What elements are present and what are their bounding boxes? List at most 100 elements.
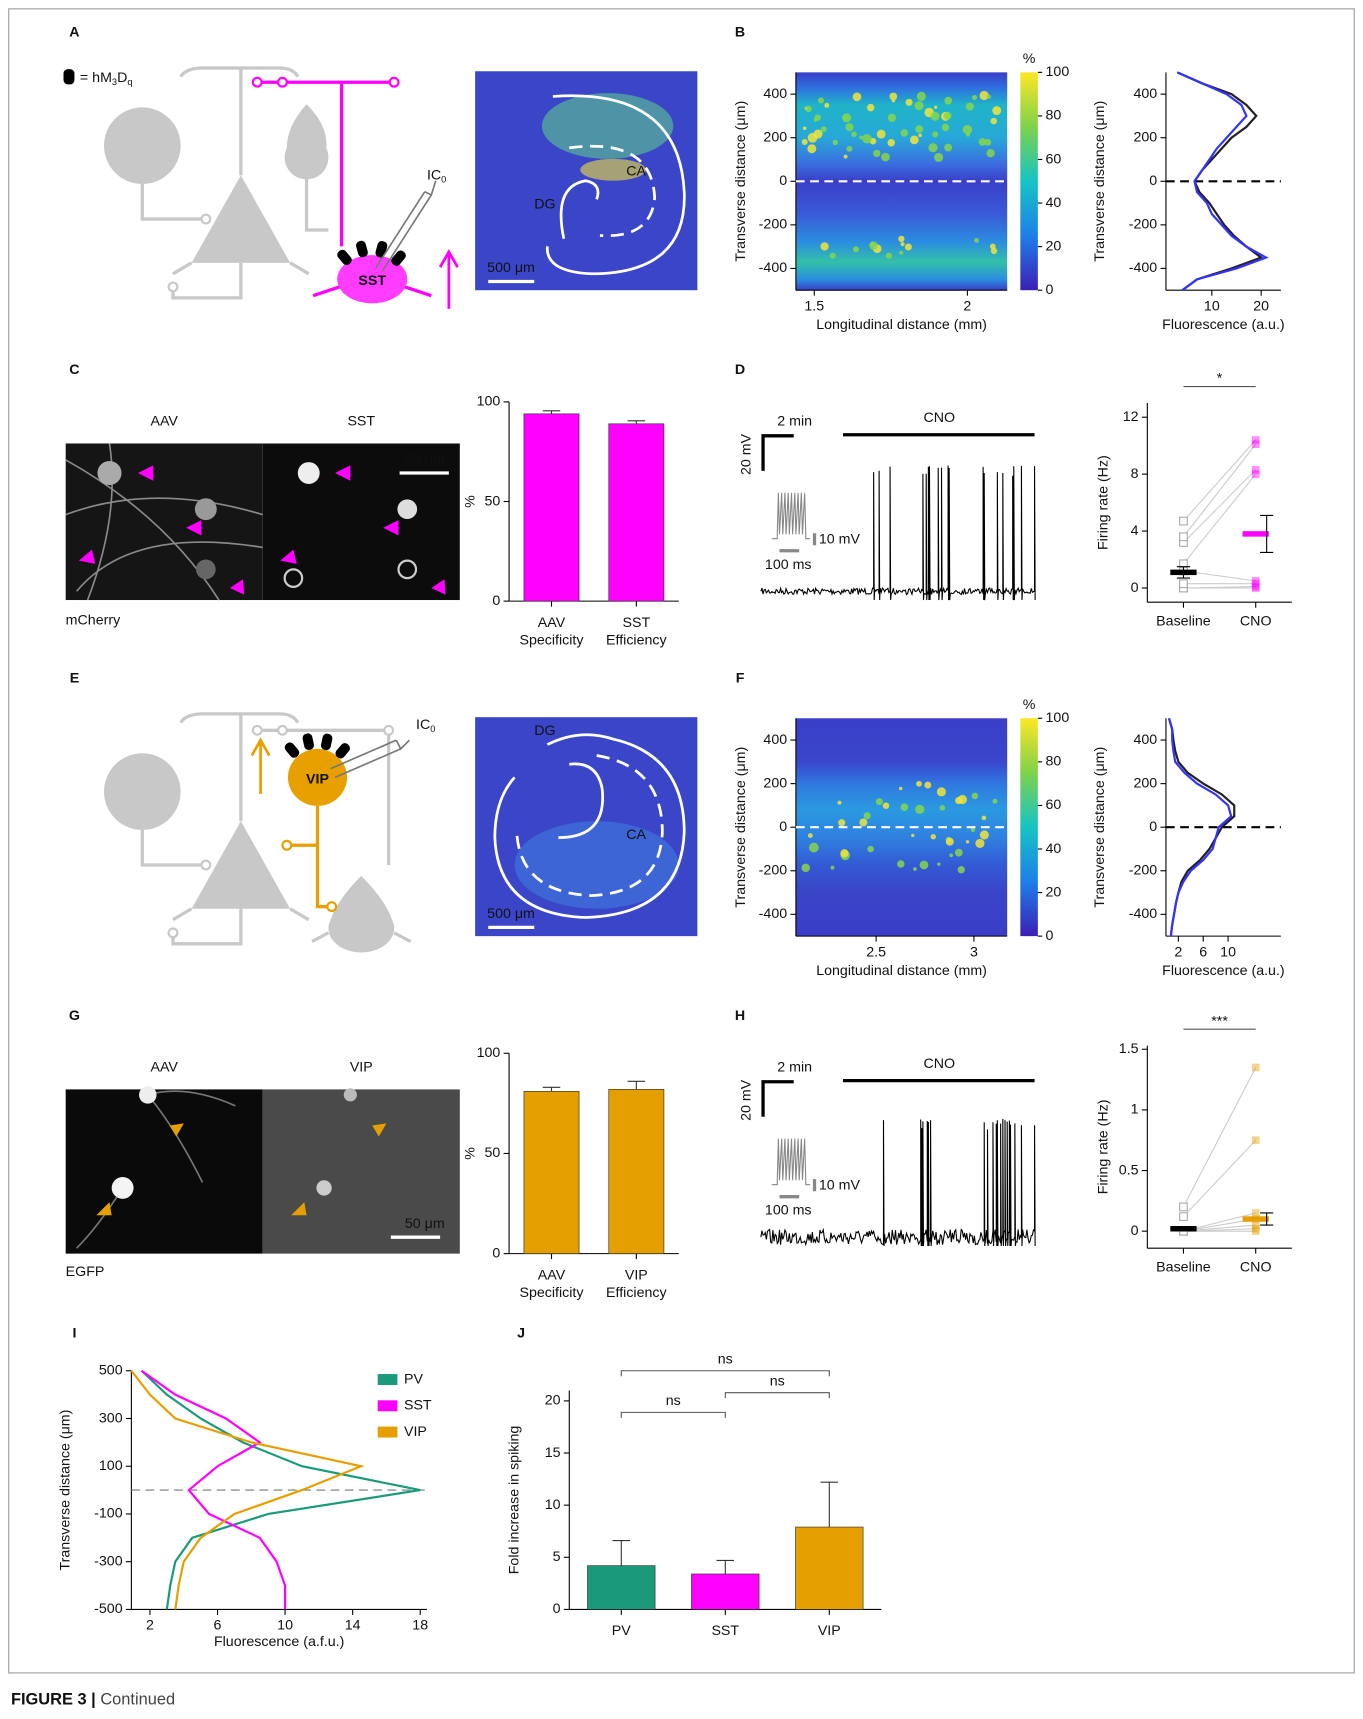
category-label: VIP xyxy=(818,1623,841,1639)
y-tick-label: 10 xyxy=(545,1497,561,1513)
category-label: PV xyxy=(612,1623,631,1639)
colorbar xyxy=(1020,718,1038,936)
data-point xyxy=(1180,580,1188,588)
y-tick-label: 0 xyxy=(779,173,787,189)
heatmap-spot xyxy=(958,795,967,804)
y-tick-label: 100 xyxy=(99,1458,123,1474)
y-tick-label: 200 xyxy=(763,775,787,791)
heatmap-spot xyxy=(931,834,936,839)
y-axis-label: Firing rate (Hz) xyxy=(1095,455,1111,550)
electrode-label: IC0 xyxy=(416,717,435,735)
heatmap-spot xyxy=(869,241,878,250)
category-label: CNO xyxy=(1240,1260,1272,1276)
column-label: SST xyxy=(347,413,375,429)
y-tick-label: 0 xyxy=(1131,1223,1139,1239)
error-bar xyxy=(717,1560,735,1574)
inset-time-label: 100 ms xyxy=(765,557,812,573)
heatmap-spot xyxy=(974,238,979,243)
region-label: CA xyxy=(626,164,646,180)
region-label: DG xyxy=(534,197,555,213)
y-tick-label: 20 xyxy=(545,1393,561,1409)
category-label: AAV xyxy=(538,615,566,631)
scale-bar-label: 50 μm xyxy=(405,452,445,468)
bar xyxy=(524,1091,579,1253)
bar xyxy=(691,1574,759,1609)
x-tick-label: 2.5 xyxy=(866,944,886,960)
significance-label: ns xyxy=(718,1352,733,1368)
heatmap-spot xyxy=(840,849,848,857)
significance-label: ns xyxy=(770,1373,785,1389)
category-label: Baseline xyxy=(1156,1260,1211,1276)
significance-label: *** xyxy=(1211,1013,1228,1029)
heatmap-spot xyxy=(993,799,998,804)
heatmap-spot xyxy=(803,126,807,130)
panel-letter: C xyxy=(69,362,79,378)
drug-label: CNO xyxy=(924,410,956,426)
y-tick-label: 0 xyxy=(1131,580,1139,596)
y-tick-label: 200 xyxy=(763,129,787,145)
heatmap-spot xyxy=(914,101,923,110)
x-tick-label: 1.5 xyxy=(804,298,824,314)
heatmap-spot xyxy=(987,95,991,99)
bar xyxy=(795,1527,863,1609)
time-scale-label: 2 min xyxy=(777,1059,812,1075)
bar xyxy=(609,424,664,601)
x-axis-label: Longitudinal distance (mm) xyxy=(816,317,987,333)
y-tick-label: 50 xyxy=(484,493,500,509)
x-axis-label: Fluorescence (a.u.) xyxy=(1162,317,1285,333)
heatmap-spot xyxy=(867,846,873,852)
heatmap-spot xyxy=(917,92,926,101)
y-tick-label: -400 xyxy=(759,260,788,276)
significance-label: * xyxy=(1217,371,1223,387)
category-label: SST xyxy=(711,1623,739,1639)
y-tick-label: 400 xyxy=(1133,86,1157,102)
heatmap-spot xyxy=(937,862,940,865)
data-point xyxy=(1252,577,1260,585)
data-point xyxy=(1252,1209,1260,1217)
y-tick-label: -100 xyxy=(94,1506,123,1522)
electrode-label-part: 0 xyxy=(430,724,435,734)
heatmap-spot xyxy=(901,803,909,811)
x-tick-label: 10 xyxy=(1204,298,1220,314)
heatmap-spot xyxy=(924,782,931,789)
y-tick-label: -400 xyxy=(1129,906,1158,922)
heatmap-spot xyxy=(898,236,904,242)
colorbar-tick-label: 100 xyxy=(1046,710,1070,726)
y-tick-label: 200 xyxy=(1133,775,1157,791)
heatmap-spot xyxy=(971,828,975,832)
scale-bar-label: 500 μm xyxy=(487,906,535,922)
heatmap-spot xyxy=(906,99,913,106)
y-tick-label: 1 xyxy=(1131,1102,1139,1118)
x-tick-label: 14 xyxy=(345,1618,361,1634)
significance-label: ns xyxy=(666,1393,681,1409)
x-tick-label: 6 xyxy=(214,1618,222,1634)
category-label: AAV xyxy=(538,1267,566,1283)
data-point xyxy=(1180,533,1188,541)
y-axis-label: % xyxy=(463,495,479,508)
y-tick-label: -500 xyxy=(94,1601,123,1617)
category-label: Efficiency xyxy=(606,1285,667,1301)
colorbar-tick-label: 60 xyxy=(1046,151,1062,167)
heatmap-spot xyxy=(972,793,979,800)
heatmap-spot xyxy=(807,144,816,153)
receptor-key-part: q xyxy=(127,77,132,87)
heatmap-spot xyxy=(966,840,969,843)
heatmap-spot xyxy=(928,143,937,152)
micrograph-c xyxy=(66,443,460,600)
cell-label: SST xyxy=(358,273,386,289)
heatmap-spot xyxy=(808,833,813,838)
legend-swatch xyxy=(378,1374,398,1385)
x-tick-label: 3 xyxy=(970,944,978,960)
x-axis-label: Longitudinal distance (mm) xyxy=(816,963,987,979)
inset-time-label: 100 ms xyxy=(765,1203,812,1219)
significance-bracket xyxy=(725,1393,829,1398)
heatmap-spot xyxy=(963,125,972,134)
heatmap-spot xyxy=(801,864,809,872)
y-tick-label: 1.5 xyxy=(1119,1041,1139,1057)
heatmap-spot xyxy=(844,155,848,159)
heatmap-spot xyxy=(901,242,905,246)
heatmap-spot xyxy=(905,244,912,251)
heatmap-spot xyxy=(864,812,871,819)
significance-bracket xyxy=(621,1371,829,1376)
category-label: Baseline xyxy=(1156,614,1211,630)
